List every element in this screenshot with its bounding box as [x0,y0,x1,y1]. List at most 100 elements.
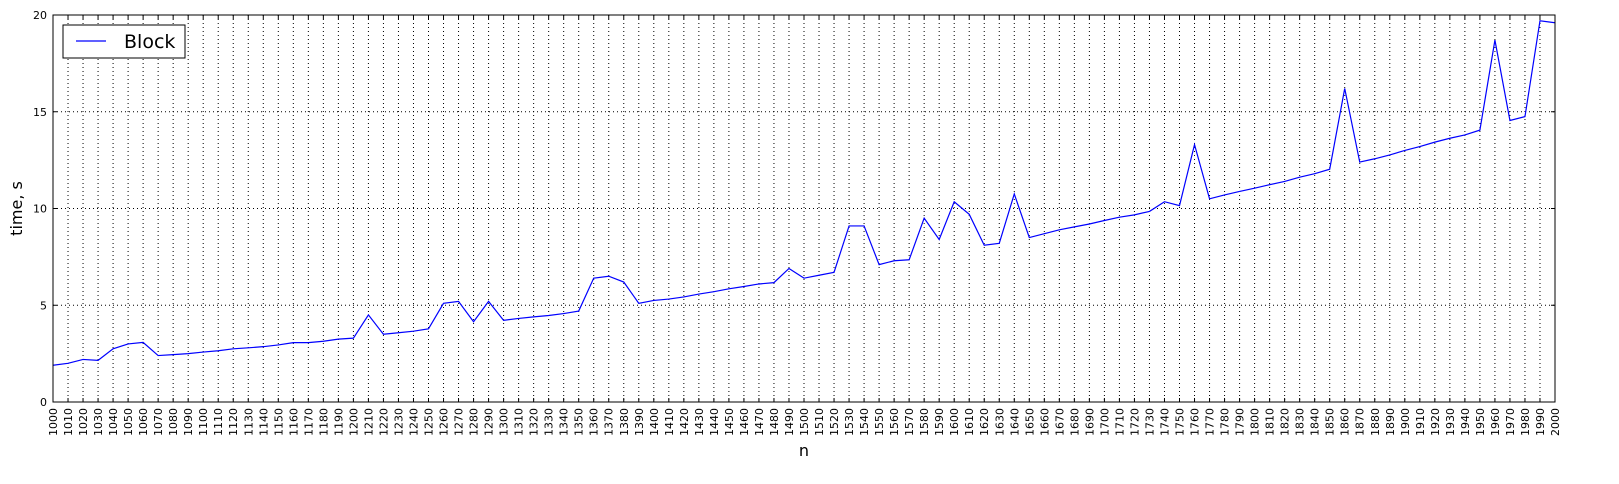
x-tick-label: 1810 [1264,408,1277,436]
x-tick-label: 1460 [738,408,751,436]
y-tick-label: 15 [33,106,47,119]
x-tick-label: 1850 [1324,408,1337,436]
y-tick-label: 5 [40,299,47,312]
x-tick-label: 1910 [1414,408,1427,436]
x-tick-label: 1550 [873,408,886,436]
x-tick-label: 1230 [392,408,405,436]
x-tick-label: 1610 [963,408,976,436]
x-tick-label: 1770 [1204,408,1217,436]
x-tick-label: 1070 [152,408,165,436]
x-tick-label: 1470 [753,408,766,436]
x-tick-label: 1430 [693,408,706,436]
x-tick-label: 1800 [1249,408,1262,436]
x-tick-label: 1170 [302,408,315,436]
x-tick-label: 1110 [212,408,225,436]
plot-frame [52,14,1556,403]
x-tick-label: 1900 [1399,408,1412,436]
x-tick-label: 1620 [978,408,991,436]
x-tick-label: 1360 [588,408,601,436]
x-tick-label: 1670 [1053,408,1066,436]
x-tick-label: 1140 [257,408,270,436]
x-tick-label: 1210 [362,408,375,436]
x-tick-label: 1100 [197,408,210,436]
x-tick-label: 1330 [543,408,556,436]
x-tick-label: 1260 [438,408,451,436]
grid-lines [53,15,1555,402]
x-tick-label: 1830 [1294,408,1307,436]
x-tick-label: 1090 [182,408,195,436]
x-tick-label: 1880 [1369,408,1382,436]
x-tick-label: 1760 [1189,408,1202,436]
x-tick-label: 1020 [77,408,90,436]
x-tick-label: 1000 [47,408,60,436]
x-tick-label: 1480 [768,408,781,436]
x-tick-label: 1030 [92,408,105,436]
tick-labels: 1000 1010 1020 1030 1040 1050 1060 1070 1080 1090… [33,9,1562,436]
x-tick-label: 1990 [1534,408,1547,436]
x-axis-label: n [799,441,809,460]
x-tick-label: 1200 [347,408,360,436]
x-tick-label: 1600 [948,408,961,436]
x-tick-label: 1540 [858,408,871,436]
x-tick-label: 1570 [903,408,916,436]
x-tick-label: 1160 [287,408,300,436]
x-tick-label: 1580 [918,408,931,436]
x-tick-label: 1010 [62,408,75,436]
x-tick-label: 1970 [1504,408,1517,436]
x-tick-label: 1320 [528,408,541,436]
x-tick-label: 1040 [107,408,120,436]
x-tick-label: 1790 [1234,408,1247,436]
axis-ticks [52,14,1556,403]
x-tick-label: 1290 [483,408,496,436]
x-tick-label: 1310 [513,408,526,436]
x-tick-label: 1630 [993,408,1006,436]
x-tick-label: 1710 [1113,408,1126,436]
x-tick-label: 1180 [317,408,330,436]
x-tick-label: 1730 [1143,408,1156,436]
x-tick-label: 1700 [1098,408,1111,436]
x-tick-label: 1920 [1429,408,1442,436]
x-tick-label: 1780 [1219,408,1232,436]
y-tick-label: 20 [33,9,47,22]
x-tick-label: 1410 [663,408,676,436]
x-tick-label: 1840 [1309,408,1322,436]
x-tick-label: 1060 [137,408,150,436]
x-tick-label: 1490 [783,408,796,436]
x-tick-label: 1750 [1174,408,1187,436]
x-tick-label: 1720 [1128,408,1141,436]
x-tick-label: 1280 [468,408,481,436]
x-tick-label: 1080 [167,408,180,436]
x-tick-label: 1220 [377,408,390,436]
x-tick-label: 1130 [242,408,255,436]
y-axis-label: time, s [7,181,26,236]
x-tick-label: 1240 [407,408,420,436]
x-tick-label: 1590 [933,408,946,436]
x-tick-label: 1510 [813,408,826,436]
x-tick-label: 1340 [558,408,571,436]
x-tick-label: 1560 [888,408,901,436]
legend: Block [62,24,186,59]
x-tick-label: 1270 [453,408,466,436]
x-tick-label: 1300 [498,408,511,436]
x-tick-label: 1450 [723,408,736,436]
x-tick-label: 1050 [122,408,135,436]
x-tick-label: 1960 [1489,408,1502,436]
x-tick-label: 1650 [1023,408,1036,436]
x-tick-label: 1950 [1474,408,1487,436]
series-group [52,20,1556,366]
x-tick-label: 1740 [1158,408,1171,436]
x-tick-label: 1190 [332,408,345,436]
x-tick-label: 1380 [618,408,631,436]
x-tick-label: 1870 [1354,408,1367,436]
x-tick-label: 2000 [1549,408,1562,436]
x-tick-label: 1150 [272,408,285,436]
x-tick-label: 1440 [708,408,721,436]
x-tick-label: 1640 [1008,408,1021,436]
x-tick-label: 1400 [648,408,661,436]
y-tick-label: 0 [40,396,47,409]
x-tick-label: 1690 [1083,408,1096,436]
x-tick-label: 1350 [573,408,586,436]
x-tick-label: 1890 [1384,408,1397,436]
